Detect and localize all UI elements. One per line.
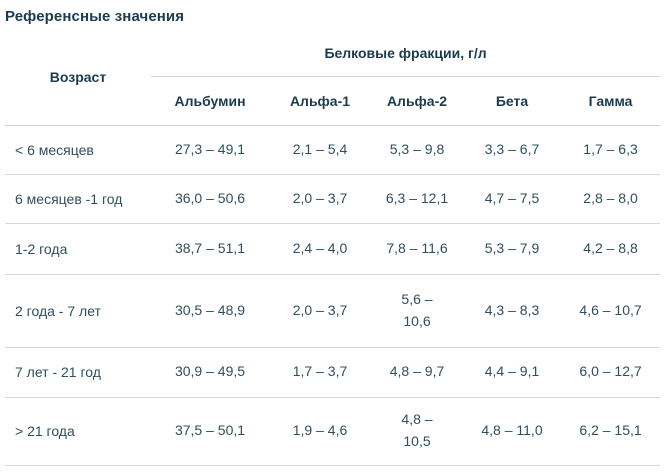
value-cell: 2,0 – 3,7 — [292, 301, 348, 318]
age-cell: < 6 месяцев — [15, 141, 94, 158]
group-header-protein-fractions: Белковые фракции, г/л — [151, 30, 661, 77]
column-header-beta: Бета — [463, 76, 561, 126]
value-cell: 37,5 – 50,1 — [174, 422, 246, 439]
value-cell: 2,0 – 3,7 — [292, 189, 348, 206]
group-header-row: Возраст Белковые фракции, г/л — [5, 30, 661, 126]
value-cell: 7,8 – 11,6 — [386, 239, 448, 256]
value-cell: 38,7 – 51,1 — [174, 239, 246, 256]
table-row: 6 месяцев -1 год 36,0 – 50,6 2,0 – 3,7 6… — [5, 174, 661, 223]
value-cell: 3,3 – 6,7 — [484, 140, 540, 157]
column-header-gamma: Гамма — [561, 76, 661, 126]
table-row: 7 лет - 21 год 30,9 – 49,5 1,7 – 3,7 4,8… — [5, 347, 661, 397]
table-row: > 21 года 37,5 – 50,1 1,9 – 4,6 4,8 – 10… — [5, 397, 661, 465]
column-header-alpha-2: Альфа-2 — [371, 76, 463, 126]
value-cell: 1,7 – 6,3 — [583, 140, 638, 157]
value-cell: 4,6 – 10,7 — [579, 301, 642, 318]
table-row: < 6 месяцев 27,3 – 49,1 2,1 – 5,4 5,3 – … — [5, 125, 661, 174]
value-cell: 2,1 – 5,4 — [292, 140, 348, 157]
value-cell: 5,6 – 10,6 — [401, 290, 433, 329]
age-cell: 2 года - 7 лет — [15, 302, 101, 319]
column-header-age: Возраст — [5, 30, 151, 126]
value-cell: 5,3 – 7,9 — [484, 239, 540, 256]
value-cell: 4,3 – 8,3 — [484, 301, 540, 318]
value-cell: 4,8 – 9,7 — [389, 363, 445, 380]
column-header-alpha-1: Альфа-1 — [269, 76, 371, 126]
value-cell: 1,7 – 3,7 — [292, 363, 348, 380]
value-cell: 4,8 – 10,5 — [401, 411, 433, 449]
value-cell: 4,2 – 8,8 — [583, 239, 638, 256]
column-header-albumin: Альбумин — [151, 76, 269, 126]
value-cell: 30,5 – 48,9 — [174, 301, 246, 318]
value-cell: 30,9 – 49,5 — [174, 363, 246, 380]
page-title: Референсные значения — [5, 8, 185, 25]
age-cell: 6 месяцев -1 год — [15, 190, 123, 207]
table-body: < 6 месяцев 27,3 – 49,1 2,1 – 5,4 5,3 – … — [5, 125, 661, 465]
value-cell: 6,0 – 12,7 — [579, 363, 642, 380]
value-cell: 2,4 – 4,0 — [292, 239, 348, 256]
value-cell: 2,8 – 8,0 — [583, 189, 638, 206]
age-cell: 7 лет - 21 год — [15, 364, 101, 380]
age-cell: > 21 года — [15, 423, 75, 439]
table-header: Возраст Белковые фракции, г/л Альбумин А… — [5, 30, 661, 126]
age-cell: 1-2 года — [15, 240, 68, 257]
value-cell: 6,2 – 15,1 — [579, 422, 642, 439]
value-cell: 4,4 – 9,1 — [484, 363, 540, 380]
table-row: 2 года - 7 лет 30,5 – 48,9 2,0 – 3,7 5,6… — [5, 274, 661, 347]
column-header-row: Альбумин Альфа-1 Альфа-2 Бета Гамма — [5, 76, 661, 126]
value-cell: 36,0 – 50,6 — [174, 189, 246, 206]
value-cell: 6,3 – 12,1 — [385, 189, 449, 206]
value-cell: 4,8 – 11,0 — [481, 422, 543, 439]
value-cell: 1,9 – 4,6 — [292, 422, 348, 439]
value-cell: 4,7 – 7,5 — [484, 189, 540, 206]
value-cell: 27,3 – 49,1 — [174, 140, 246, 157]
value-cell: 5,3 – 9,8 — [389, 140, 445, 157]
reference-values-table: Возраст Белковые фракции, г/л Альбумин А… — [5, 30, 661, 466]
table-row: 1-2 года 38,7 – 51,1 2,4 – 4,0 7,8 – 11,… — [5, 223, 661, 274]
